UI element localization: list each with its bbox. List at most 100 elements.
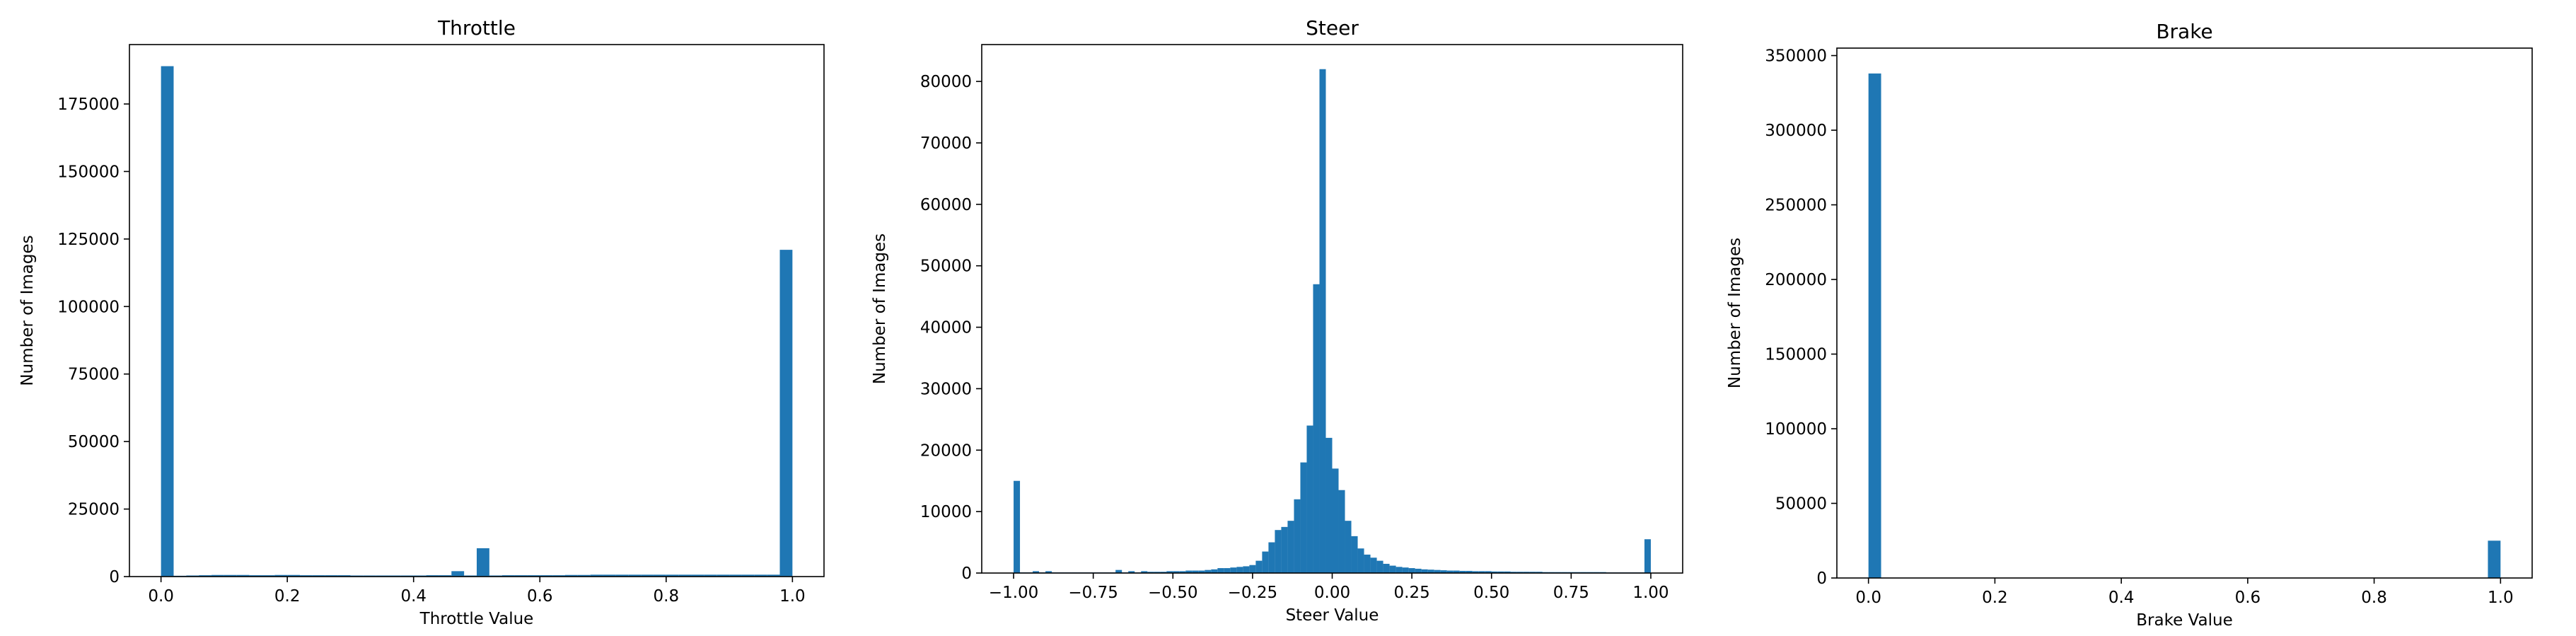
steer-bar: [1275, 530, 1282, 573]
steer-bar: [1383, 563, 1390, 573]
steer-y-tick-label: 60000: [920, 196, 972, 214]
throttle-bar: [653, 574, 666, 577]
steer-bar: [1364, 554, 1371, 573]
throttle-bar: [666, 574, 679, 577]
steer-y-tick-label: 20000: [920, 441, 972, 460]
steer-bar: [1198, 570, 1205, 573]
throttle-x-tick-label: 0.4: [400, 587, 427, 606]
throttle-bar: [426, 575, 439, 577]
throttle-bar: [628, 574, 642, 577]
throttle-bar: [678, 574, 692, 577]
steer-bar: [1408, 568, 1415, 573]
brake-x-tick-label: 0.0: [1855, 589, 1881, 607]
steer-bar: [1421, 569, 1428, 573]
steer-bar: [1332, 468, 1339, 573]
brake-bar: [1868, 73, 1881, 578]
steer-bar: [1497, 571, 1504, 573]
steer-bar: [1243, 566, 1250, 573]
brake-histogram-panel: Brake Brake Value Number of Images 0.0 0.…: [1726, 20, 2533, 630]
steer-bar: [1345, 521, 1352, 573]
steer-x-ticks: −1.00 −0.75 −0.50 −0.25 0.00 0.25 0.50 0.75 1.00: [989, 573, 1669, 602]
throttle-bar: [501, 575, 515, 577]
brake-x-axis-label: Brake Value: [2136, 611, 2232, 630]
brake-x-tick-label: 0.4: [2108, 589, 2135, 607]
steer-bar: [1255, 560, 1263, 573]
throttle-bar: [224, 574, 237, 577]
steer-bar: [1491, 571, 1498, 573]
throttle-x-tick-label: 1.0: [779, 587, 806, 606]
steer-y-tick-label: 80000: [920, 73, 972, 91]
steer-bars: [1014, 69, 1651, 573]
steer-bar: [1249, 565, 1256, 573]
throttle-bar: [262, 575, 275, 577]
steer-bar: [1357, 548, 1364, 573]
steer-bar: [1185, 570, 1193, 573]
steer-bar: [1319, 69, 1326, 573]
throttle-y-tick-label: 50000: [68, 433, 120, 451]
steer-bar: [1287, 521, 1294, 573]
throttle-bar: [199, 575, 212, 577]
brake-chart-title: Brake: [2156, 20, 2212, 43]
throttle-axes-frame: [129, 44, 825, 577]
steer-bar: [1472, 571, 1479, 573]
steer-histogram-panel: Steer Steer Value Number of Images −1.00…: [871, 16, 1683, 625]
steer-y-tick-label: 70000: [920, 134, 972, 153]
brake-x-tick-label: 1.0: [2488, 589, 2514, 607]
steer-bar: [1529, 572, 1536, 573]
brake-y-tick-label: 250000: [1765, 197, 1827, 215]
steer-bar: [1459, 570, 1466, 573]
steer-bar: [1523, 572, 1530, 573]
steer-bar: [1192, 570, 1199, 573]
steer-y-tick-label: 0: [961, 565, 972, 583]
throttle-bar: [236, 574, 250, 577]
steer-bar: [1179, 571, 1186, 573]
brake-x-tick-label: 0.2: [1982, 589, 2008, 607]
throttle-bar: [161, 66, 174, 577]
steer-bar: [1294, 499, 1301, 573]
steer-y-ticks: 0 10000 20000 30000 40000 50000 60000 70000 8000…: [920, 73, 982, 583]
brake-y-tick-label: 350000: [1765, 47, 1827, 66]
steer-y-tick-label: 50000: [920, 258, 972, 276]
throttle-bars: [161, 66, 793, 577]
steer-bar: [1230, 567, 1237, 573]
steer-bar: [1415, 568, 1422, 573]
throttle-x-tick-label: 0.8: [654, 587, 680, 606]
steer-bar: [1504, 571, 1511, 573]
steer-bar: [1440, 570, 1447, 573]
steer-y-tick-label: 10000: [920, 503, 972, 521]
throttle-y-tick-label: 150000: [57, 163, 120, 181]
steer-bar: [1262, 551, 1269, 573]
throttle-x-tick-label: 0.6: [527, 587, 553, 606]
throttle-bar: [564, 574, 578, 577]
steer-bar: [1434, 569, 1441, 573]
throttle-bar: [274, 574, 288, 577]
steer-axes-frame: [981, 44, 1683, 574]
brake-bars: [1868, 73, 2501, 578]
steer-bar: [1306, 425, 1313, 573]
throttle-bar: [312, 575, 325, 577]
brake-y-tick-label: 300000: [1765, 122, 1827, 140]
steer-bar: [1211, 569, 1218, 573]
steer-bar: [1338, 490, 1345, 573]
steer-bar: [1516, 572, 1524, 573]
throttle-bar: [590, 574, 603, 577]
brake-x-tick-label: 0.6: [2235, 589, 2261, 607]
throttle-y-tick-label: 125000: [57, 231, 120, 249]
steer-x-tick-label: −0.75: [1068, 584, 1118, 602]
throttle-y-tick-label: 100000: [57, 298, 120, 316]
throttle-bar: [249, 575, 262, 577]
steer-bar: [1033, 571, 1040, 573]
throttle-bar: [540, 575, 553, 577]
steer-x-tick-label: −0.25: [1228, 584, 1277, 602]
throttle-y-tick-label: 75000: [68, 366, 120, 384]
throttle-bar: [641, 574, 654, 577]
brake-y-tick-label: 50000: [1775, 495, 1827, 514]
steer-bar: [1313, 284, 1320, 573]
steer-bar: [1217, 568, 1224, 573]
steer-bar: [1485, 571, 1492, 573]
steer-x-tick-label: 0.00: [1314, 584, 1350, 602]
throttle-histogram-panel: Throttle Throttle Value Number of Images…: [18, 16, 825, 628]
steer-bar: [1351, 536, 1358, 573]
throttle-bar: [754, 574, 767, 577]
throttle-chart-title: Throttle: [437, 16, 516, 40]
